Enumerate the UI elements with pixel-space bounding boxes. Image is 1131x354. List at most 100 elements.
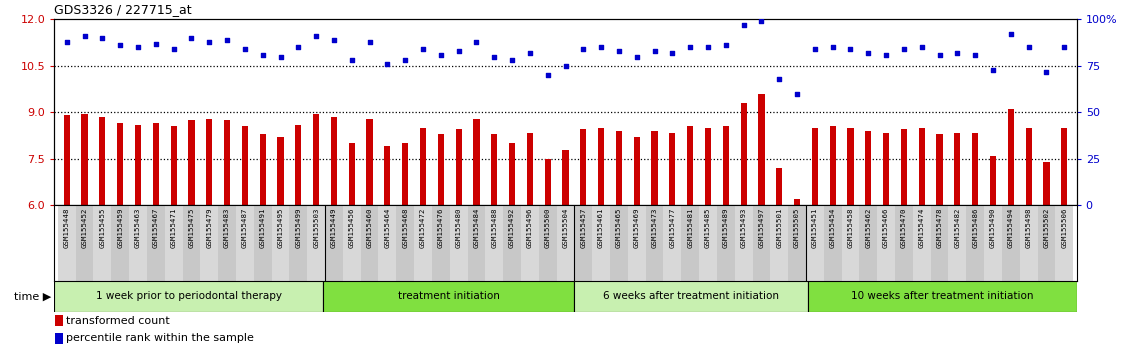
Bar [741, 103, 746, 205]
Bar [153, 123, 159, 205]
Bar [118, 123, 123, 205]
Bar [794, 199, 800, 205]
Bar [313, 114, 319, 205]
Text: GSM155449: GSM155449 [331, 207, 337, 248]
Bar [949, 205, 966, 281]
Bar [295, 125, 302, 205]
Point [717, 42, 735, 48]
Point [379, 61, 397, 67]
Bar [182, 205, 200, 281]
Text: GSM155481: GSM155481 [688, 207, 693, 248]
Bar [236, 205, 253, 281]
Point [236, 46, 254, 52]
Point [253, 52, 271, 58]
Bar [54, 281, 323, 312]
Bar [615, 131, 622, 205]
Bar [878, 205, 895, 281]
Point [343, 57, 361, 63]
Text: GSM155486: GSM155486 [973, 207, 978, 248]
Bar [705, 128, 711, 205]
Bar [823, 205, 841, 281]
Bar [681, 205, 699, 281]
Bar [414, 205, 432, 281]
Point [752, 18, 770, 24]
Bar [699, 205, 717, 281]
Text: 10 weeks after treatment initiation: 10 weeks after treatment initiation [851, 291, 1034, 302]
Bar [290, 205, 308, 281]
Text: GDS3326 / 227715_at: GDS3326 / 227715_at [54, 3, 192, 16]
Text: GSM155489: GSM155489 [723, 207, 728, 248]
Point [663, 50, 681, 56]
Text: GSM155479: GSM155479 [206, 207, 213, 248]
Text: GSM155485: GSM155485 [705, 207, 711, 248]
Bar [646, 205, 664, 281]
Point [200, 39, 218, 45]
Bar [664, 205, 681, 281]
Text: GSM155451: GSM155451 [812, 207, 818, 248]
Bar [1043, 162, 1050, 205]
Bar [58, 205, 76, 281]
Text: GSM155505: GSM155505 [794, 207, 800, 248]
Text: GSM155463: GSM155463 [135, 207, 141, 248]
Text: GSM155498: GSM155498 [1026, 207, 1031, 248]
Text: 1 week prior to periodontal therapy: 1 week prior to periodontal therapy [96, 291, 282, 302]
Bar [776, 168, 783, 205]
Point [538, 72, 556, 78]
Point [877, 52, 895, 58]
Text: 6 weeks after treatment initiation: 6 weeks after treatment initiation [603, 291, 779, 302]
Point [503, 57, 521, 63]
Text: GSM155461: GSM155461 [598, 207, 604, 248]
Text: GSM155482: GSM155482 [955, 207, 960, 248]
Text: time ▶: time ▶ [14, 291, 51, 302]
Text: GSM155456: GSM155456 [348, 207, 355, 248]
Bar [865, 131, 871, 205]
Bar [931, 205, 949, 281]
Text: GSM155475: GSM155475 [189, 207, 195, 248]
Bar [788, 205, 806, 281]
Bar [467, 205, 485, 281]
Text: GSM155462: GSM155462 [865, 207, 871, 248]
Text: GSM155478: GSM155478 [936, 207, 942, 248]
Bar [918, 128, 925, 205]
Point [895, 46, 913, 52]
Bar [628, 205, 646, 281]
Bar [135, 125, 141, 205]
Point [1055, 45, 1073, 50]
Bar [806, 205, 823, 281]
Point [823, 45, 841, 50]
Bar [366, 119, 373, 205]
Bar [55, 315, 63, 326]
Point [841, 46, 860, 52]
Text: GSM155467: GSM155467 [153, 207, 158, 248]
Bar [598, 128, 604, 205]
Bar [580, 130, 587, 205]
Text: GSM155483: GSM155483 [224, 207, 230, 248]
Point [984, 67, 1002, 73]
Bar [575, 205, 593, 281]
Point [734, 22, 752, 28]
Point [575, 46, 593, 52]
Text: GSM155477: GSM155477 [670, 207, 675, 248]
Bar [147, 205, 165, 281]
Point [182, 35, 200, 41]
Bar [936, 134, 942, 205]
Point [556, 63, 575, 69]
Bar [900, 130, 907, 205]
Text: GSM155500: GSM155500 [545, 207, 551, 248]
Text: GSM155503: GSM155503 [313, 207, 319, 248]
Bar [189, 120, 195, 205]
Bar [491, 134, 498, 205]
Point [432, 52, 450, 58]
Bar [323, 281, 575, 312]
Text: GSM155491: GSM155491 [260, 207, 266, 248]
Text: GSM155468: GSM155468 [403, 207, 408, 248]
Point [111, 42, 129, 48]
Bar [456, 130, 461, 205]
Bar [277, 137, 284, 205]
Bar [717, 205, 735, 281]
Text: GSM155501: GSM155501 [776, 207, 783, 248]
Bar [521, 205, 538, 281]
Bar [1037, 205, 1055, 281]
Text: GSM155484: GSM155484 [474, 207, 480, 248]
Point [610, 48, 628, 54]
